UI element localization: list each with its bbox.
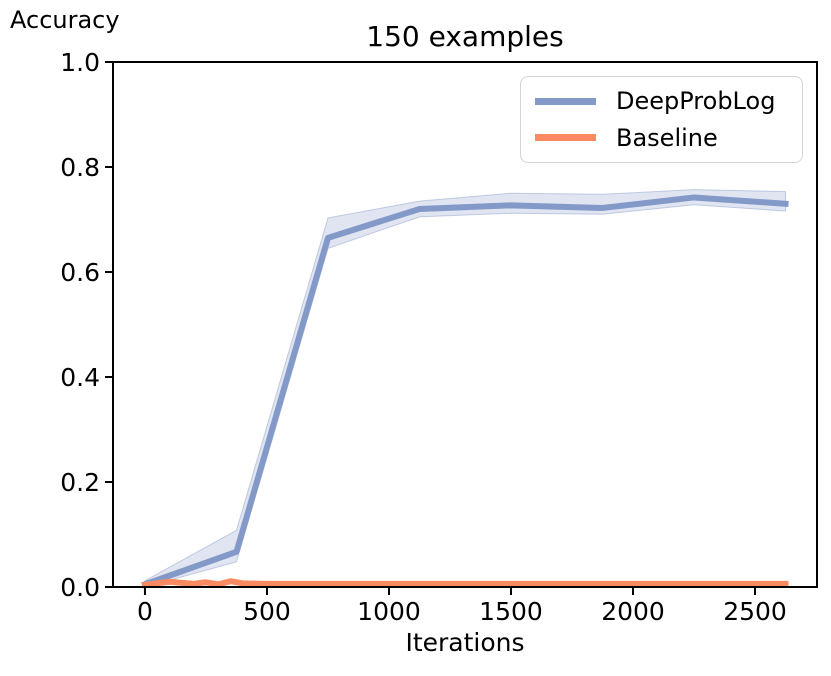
tick-labels: 0 500 1000 1500 2000 2500 0.0 0.2 0.4 0.6 0.8 1.0 <box>60 48 787 626</box>
axis-ticks <box>105 61 757 595</box>
y-axis-label: Accuracy <box>10 6 120 34</box>
x-tick-label: 2000 <box>601 597 665 626</box>
y-tick-label: 0.8 <box>60 153 100 182</box>
axes-spines <box>112 61 818 588</box>
baseline-line-swatch <box>535 134 596 141</box>
x-tick-label: 2500 <box>723 597 787 626</box>
series-line-baseline <box>141 578 789 589</box>
x-axis-label: Iterations <box>405 628 525 657</box>
legend-label: DeepProbLog <box>616 87 776 116</box>
y-tick-label: 0.6 <box>60 258 100 287</box>
chart-title: 150 examples <box>366 20 564 53</box>
plot-spines <box>112 61 818 588</box>
legend-box: DeepProbLog Baseline <box>520 76 803 163</box>
y-tick-label: 0.4 <box>60 363 100 392</box>
series-line-deepproblog <box>141 194 789 589</box>
legend-item-baseline: Baseline <box>521 124 802 152</box>
deepproblog-line-swatch <box>535 98 596 105</box>
x-tick-label: 1000 <box>357 597 421 626</box>
legend-label: Baseline <box>616 123 718 152</box>
legend-item-deepproblog: DeepProbLog <box>521 87 802 115</box>
y-tick-label: 0.0 <box>60 573 100 602</box>
y-tick-label: 1.0 <box>60 48 100 77</box>
x-tick-label: 1500 <box>479 597 543 626</box>
series-lines <box>141 194 789 589</box>
x-tick-label: 500 <box>243 597 291 626</box>
y-tick-label: 0.2 <box>60 468 100 497</box>
x-tick-label: 0 <box>137 597 153 626</box>
